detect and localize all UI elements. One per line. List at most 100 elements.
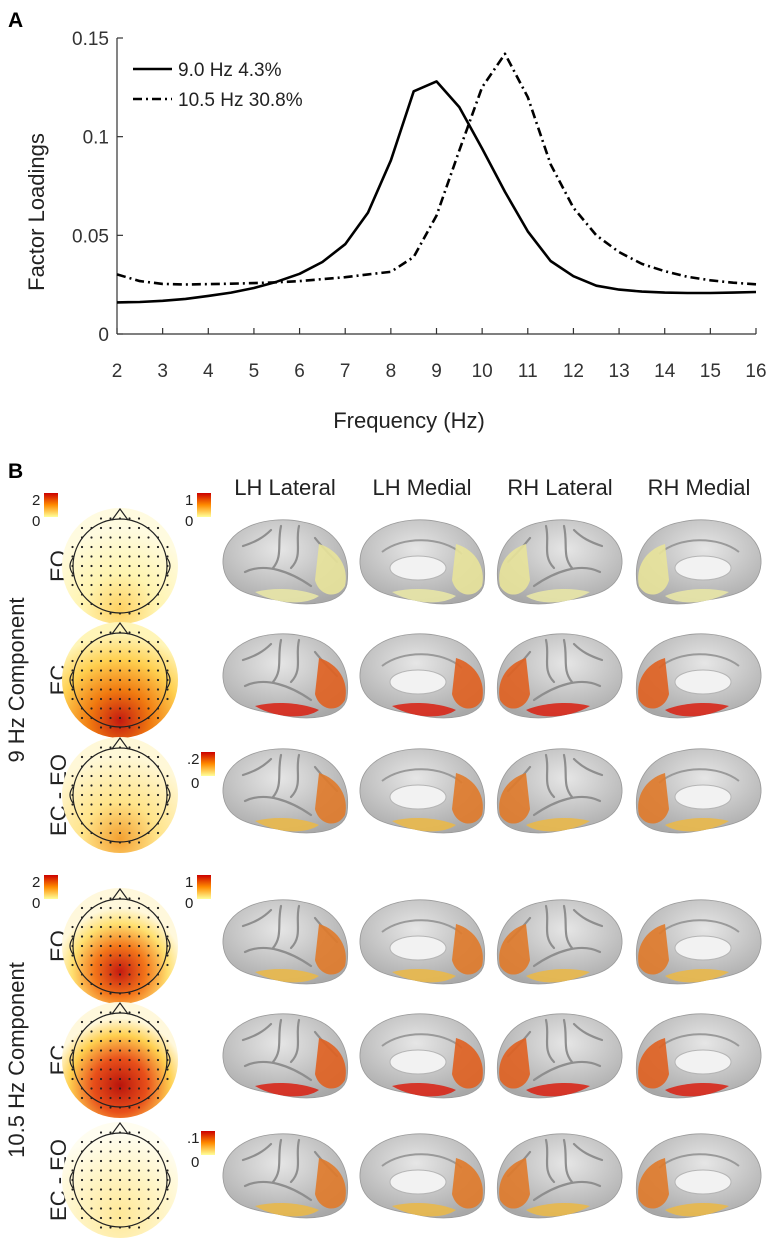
temporal-activation [392,703,456,717]
occipital-activation [452,544,483,595]
scale-bar-10-5hz-topo: 2 0 [32,874,58,912]
temporal-activation [255,1203,319,1217]
x-tick-label: 15 [700,361,721,382]
temporal-activation [255,703,319,717]
temporal-activation [392,1203,456,1217]
scale-max-label: 1 [185,874,193,891]
scalp-topomap [62,1121,178,1238]
electrode-dots [71,1011,169,1109]
scalp-topomap [62,1001,178,1118]
scale-bar-10-5hz-diff: .1 0 [187,1130,215,1171]
x-tick-label: 16 [745,361,766,382]
column-header-rh-lateral: RH Lateral [507,475,612,500]
corpus-callosum [674,669,732,695]
cortex-lh-medial [359,1013,486,1099]
scale-max-label: 2 [32,874,40,891]
cortex-rh-medial [635,748,762,834]
corpus-callosum [389,555,447,581]
temporal-activation [526,703,590,717]
scale-min-label: 0 [191,775,199,792]
temporal-activation [392,818,456,832]
occipital-activation [315,1038,346,1089]
cortex-rh-lateral [496,1013,623,1099]
nose-outline [111,1121,129,1135]
left-ear-outline [69,557,74,575]
nose-outline [111,736,129,750]
scale-min-label: 0 [32,513,40,530]
right-ear-outline [166,937,171,955]
temporal-activation [526,1203,590,1217]
occipital-activation [452,924,483,975]
cortex-lh-lateral [222,633,349,719]
y-ticks: 0 0.05 0.1 0.15 [72,29,123,346]
temporal-activation [255,818,319,832]
cortex-grid [222,519,762,1219]
x-tick-label: 6 [294,361,305,382]
scalp-topomap [62,887,178,1004]
temporal-activation [665,589,729,603]
x-tick-label: 12 [563,361,584,382]
scale-max-label: 2 [32,492,40,509]
group-label-10-5hz: 10.5 Hz Component [4,962,29,1158]
cortex-lh-lateral [222,899,349,985]
scale-max-label: .2 [187,751,200,768]
scale-min-label: 0 [32,895,40,912]
nose-outline [111,507,129,521]
cortex-rh-lateral [496,748,623,834]
occipital-activation [315,658,346,709]
cortex-lh-medial [359,748,486,834]
corpus-callosum [674,1049,732,1075]
temporal-activation [665,969,729,983]
scale-min-label: 0 [185,895,193,912]
temporal-activation [526,969,590,983]
x-tick-label: 13 [609,361,630,382]
occipital-activation [499,658,530,709]
cortex-lh-medial [359,633,486,719]
cortex-lh-lateral [222,519,349,605]
occipital-activation [499,773,530,824]
temporal-activation [526,589,590,603]
x-axis-label: Frequency (Hz) [333,408,485,433]
right-ear-outline [166,1051,171,1069]
occipital-activation [499,544,530,595]
cortex-lh-medial [359,519,486,605]
cortex-lh-medial [359,899,486,985]
temporal-activation [526,818,590,832]
column-header-rh-medial: RH Medial [648,475,751,500]
temporal-activation [392,1083,456,1097]
cortex-rh-medial [635,899,762,985]
panel-a: A 0 0.05 0.1 0.15 2 3 4 5 6 7 8 9 10 11 12 13 14 15 16 Fa… [0,0,769,450]
temporal-activation [255,969,319,983]
cortex-lh-lateral [222,1013,349,1099]
x-tick-label: 5 [249,361,260,382]
y-tick-label: 0.1 [83,128,109,149]
occipital-activation [315,924,346,975]
occipital-activation [499,924,530,975]
left-ear-outline [69,1051,74,1069]
scale-bar-10-5hz-cortex: 1 0 [185,874,211,912]
scale-bar-9hz-cortex: 1 0 [185,492,211,530]
nose-outline [111,887,129,901]
occipital-activation [315,1158,346,1209]
x-tick-label: 10 [472,361,493,382]
nose-outline [111,621,129,635]
temporal-activation [255,589,319,603]
cortex-lh-medial [359,1133,486,1219]
right-ear-outline [166,1171,171,1189]
occipital-activation [638,544,669,595]
scale-min-label: 0 [191,1154,199,1171]
x-tick-label: 7 [340,361,351,382]
occipital-activation [638,773,669,824]
occipital-activation [638,924,669,975]
occipital-activation [499,1158,530,1209]
nose-outline [111,1001,129,1015]
cortex-lh-lateral [222,1133,349,1219]
corpus-callosum [674,784,732,810]
temporal-activation [392,969,456,983]
x-tick-label: 14 [654,361,676,382]
occipital-activation [452,1038,483,1089]
legend: 9.0 Hz 4.3% 10.5 Hz 30.8% [133,60,303,111]
corpus-callosum [674,1169,732,1195]
corpus-callosum [389,1049,447,1075]
x-tick-label: 2 [112,361,123,382]
